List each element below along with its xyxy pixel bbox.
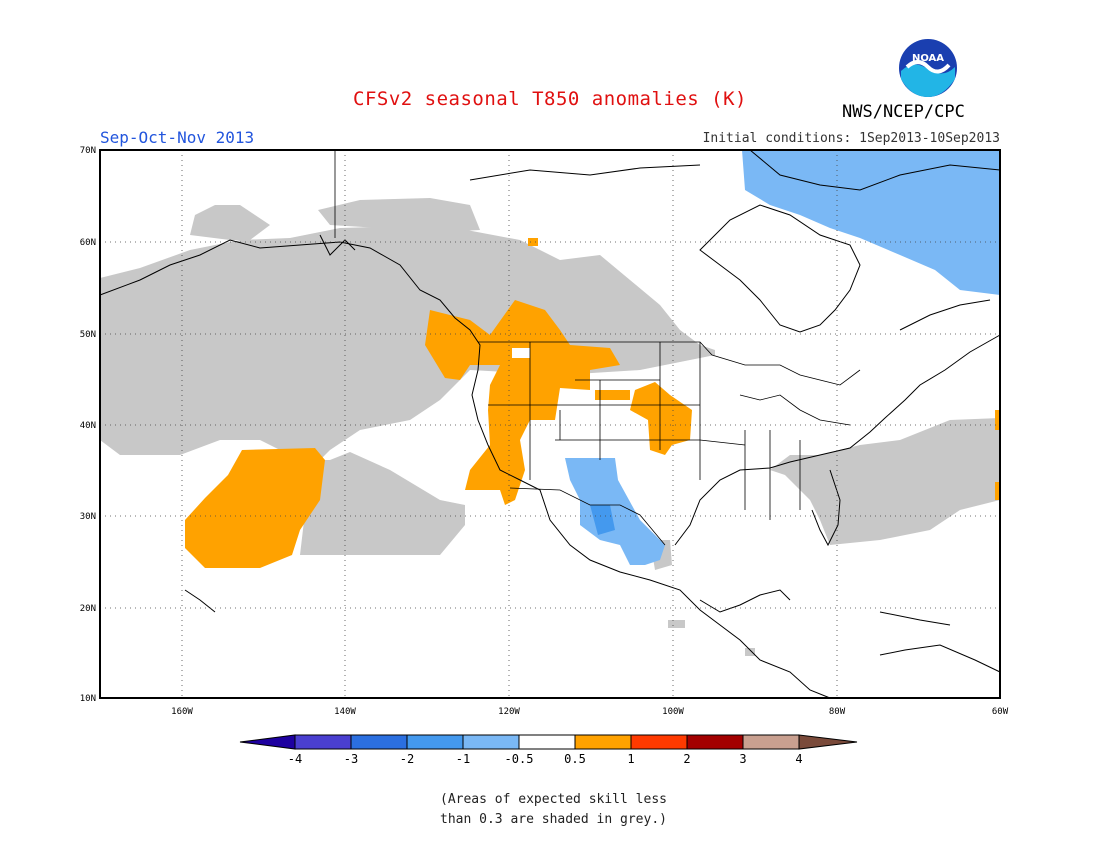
legend-label: 2 xyxy=(683,752,690,766)
legend-label: -1 xyxy=(456,752,470,766)
legend-label: -4 xyxy=(288,752,302,766)
skill-note-line-2: than 0.3 are shaded in grey.) xyxy=(440,812,667,827)
map-frame xyxy=(99,149,1001,699)
lon-label-80w: 80W xyxy=(829,707,846,717)
legend-label: 4 xyxy=(795,752,802,766)
legend-swatch xyxy=(406,734,464,750)
legend-arrow-left xyxy=(239,734,296,750)
initial-conditions-label: Initial conditions: 1Sep2013-10Sep2013 xyxy=(702,131,1000,146)
lat-label-70n: 70N xyxy=(80,146,96,156)
legend-swatch xyxy=(686,734,744,750)
legend-swatch xyxy=(294,734,352,750)
color-legend: -4 -3 -2 -1 -0.5 0.5 1 2 3 4 xyxy=(239,734,858,766)
skill-note: (Areas of expected skill less than 0.3 a… xyxy=(440,790,760,830)
cool-anomaly-southwest xyxy=(565,458,665,565)
cool-anomaly-northeast xyxy=(742,150,1000,295)
chart-title: CFSv2 seasonal T850 anomalies (K) xyxy=(353,88,747,110)
legend-label: -0.5 xyxy=(505,752,534,766)
lon-label-100w: 100W xyxy=(662,707,684,717)
noaa-logo: NOAA xyxy=(893,37,963,103)
legend-swatch xyxy=(742,734,800,750)
legend-label: -2 xyxy=(400,752,414,766)
legend-label: 3 xyxy=(739,752,746,766)
lat-label-20n: 20N xyxy=(80,604,96,614)
lat-label-50n: 50N xyxy=(80,330,96,340)
grey-shading xyxy=(100,198,1000,656)
legend-swatch xyxy=(350,734,408,750)
legend-swatch xyxy=(518,734,576,750)
legend-swatch xyxy=(462,734,520,750)
legend-swatch xyxy=(630,734,688,750)
lon-label-160w: 160W xyxy=(171,707,193,717)
warm-anomaly xyxy=(185,238,1000,568)
legend-swatch xyxy=(574,734,632,750)
legend-label: 1 xyxy=(627,752,634,766)
lon-label-60w: 60W xyxy=(992,707,1009,717)
noaa-logo-text: NOAA xyxy=(912,53,944,64)
agency-label: NWS/NCEP/CPC xyxy=(842,102,965,122)
lat-label-60n: 60N xyxy=(80,238,96,248)
lat-label-40n: 40N xyxy=(80,421,96,431)
political-borders xyxy=(334,150,861,546)
lat-label-10n: 10N xyxy=(80,694,96,704)
coastlines xyxy=(99,149,1001,699)
legend-label: 0.5 xyxy=(564,752,586,766)
skill-note-line-1: (Areas of expected skill less xyxy=(440,792,667,807)
lon-label-120w: 120W xyxy=(498,707,520,717)
lat-label-30n: 30N xyxy=(80,512,96,522)
lon-label-140w: 140W xyxy=(334,707,356,717)
grid xyxy=(100,150,1000,698)
legend-arrow-right xyxy=(798,734,858,750)
season-label: Sep-Oct-Nov 2013 xyxy=(100,128,255,147)
legend-label: -3 xyxy=(344,752,358,766)
